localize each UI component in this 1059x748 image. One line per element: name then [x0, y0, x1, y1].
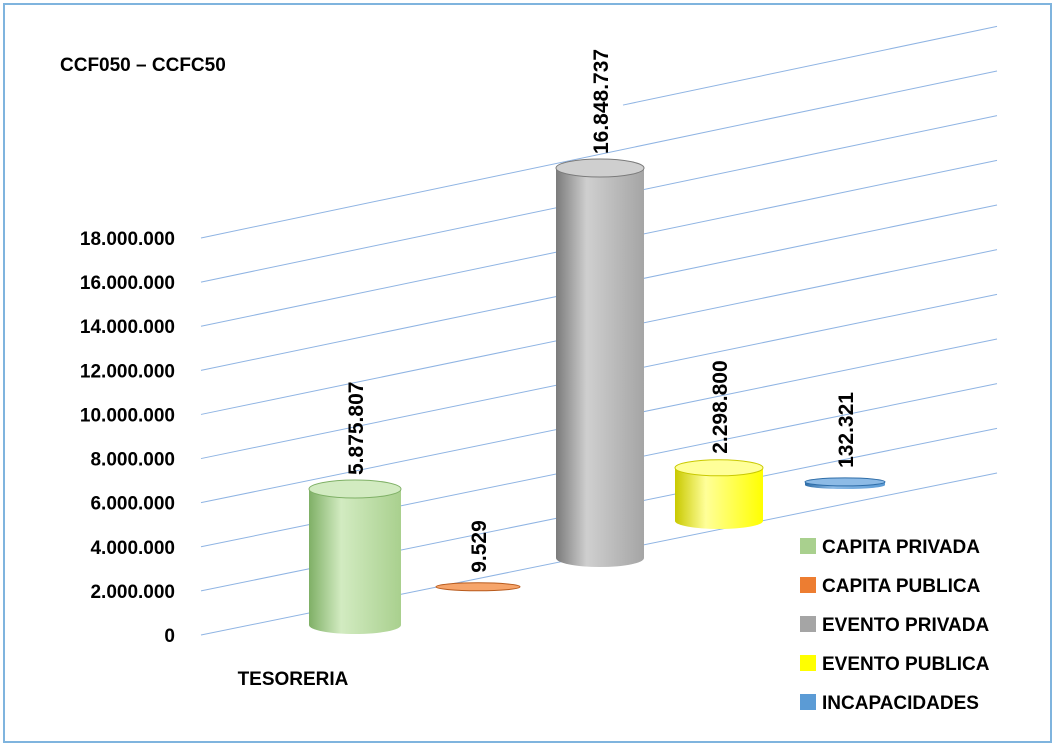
- legend-label: EVENTO PRIVADA: [822, 615, 989, 636]
- y-tick-label: 18.000.000: [80, 229, 175, 250]
- category-label: TESORERIA: [238, 669, 349, 690]
- legend-swatch: [800, 577, 816, 593]
- bar-top: [674, 459, 764, 477]
- legend-label: CAPITA PRIVADA: [822, 537, 980, 558]
- chart-svg: CCF050 – CCFC50 0 2.000.000 4.000.000 6.000…: [60, 25, 998, 714]
- gridline: [200, 70, 998, 239]
- gridline: [622, 25, 998, 106]
- bar-body: [309, 489, 401, 634]
- data-labels: 5.875.807 9.529 16.848.737 2.298.800 132.321: [345, 49, 858, 573]
- y-tick-label: 14.000.000: [80, 317, 175, 338]
- bar-incapacidades: [804, 477, 886, 489]
- legend-label: CAPITA PUBLICA: [822, 576, 981, 597]
- bar-top: [804, 477, 886, 487]
- data-label: 5.875.807: [345, 382, 368, 475]
- bar-evento-privada: [555, 158, 645, 567]
- data-label: 132.321: [835, 392, 858, 468]
- bar-capita-publica: [435, 582, 521, 592]
- legend-item: EVENTO PRIVADA: [800, 615, 989, 636]
- chart-title: CCF050 – CCFC50: [60, 55, 226, 76]
- bar-top: [308, 479, 402, 499]
- legend: CAPITA PRIVADA CAPITA PUBLICA EVENTO PRIVA…: [800, 537, 990, 714]
- bar-top: [435, 582, 521, 592]
- legend-item: EVENTO PUBLICA: [800, 654, 990, 675]
- bar-top: [555, 158, 645, 178]
- bar-body: [675, 467, 763, 529]
- legend-swatch: [800, 694, 816, 710]
- y-tick-label: 8.000.000: [90, 450, 175, 471]
- bar-capita-privada: [308, 479, 402, 634]
- y-tick-label: 12.000.000: [80, 361, 175, 382]
- y-tick-label: 16.000.000: [80, 273, 175, 294]
- legend-label: INCAPACIDADES: [822, 693, 979, 714]
- y-tick-label: 10.000.000: [80, 405, 175, 426]
- y-tick-label: 2.000.000: [90, 582, 175, 603]
- legend-label: EVENTO PUBLICA: [822, 654, 990, 675]
- legend-item: CAPITA PRIVADA: [800, 537, 980, 558]
- data-label: 2.298.800: [709, 360, 732, 453]
- y-tick-label: 6.000.000: [90, 494, 175, 515]
- data-label: 16.848.737: [590, 49, 613, 154]
- data-label: 9.529: [468, 520, 491, 573]
- y-tick-label: 4.000.000: [90, 538, 175, 559]
- legend-swatch: [800, 616, 816, 632]
- bar-evento-publica: [674, 459, 764, 529]
- bars: [308, 158, 886, 634]
- legend-swatch: [800, 538, 816, 554]
- y-axis: 0 2.000.000 4.000.000 6.000.000 8.000.000 10.…: [80, 229, 175, 647]
- bar-body: [556, 168, 644, 567]
- chart-frame: CCF050 – CCFC50 0 2.000.000 4.000.000 6.000…: [3, 3, 1052, 743]
- legend-item: CAPITA PUBLICA: [800, 576, 981, 597]
- legend-swatch: [800, 655, 816, 671]
- y-tick-label: 0: [164, 626, 175, 647]
- legend-item: INCAPACIDADES: [800, 693, 979, 714]
